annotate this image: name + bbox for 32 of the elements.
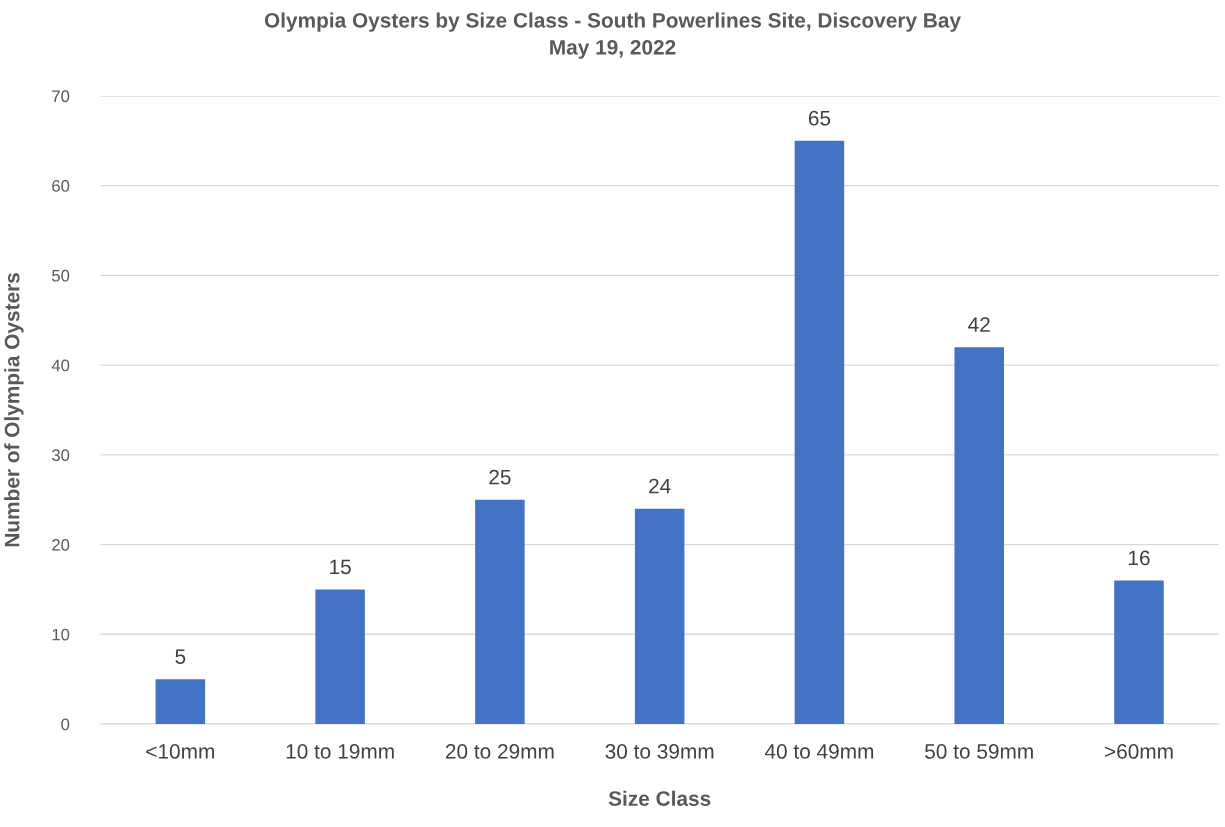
x-tick-label: 40 to 49mm (764, 744, 874, 759)
y-tick-label: 30 (51, 449, 70, 462)
data-label: 24 (649, 478, 671, 494)
x-tick-label: >60mm (1104, 744, 1173, 759)
bar (794, 140, 845, 725)
x-tick-label: 30 to 39mm (605, 744, 714, 759)
x-tick-label: 10 to 19mm (286, 744, 394, 759)
x-axis-title: Size Class (608, 790, 711, 806)
data-label: 25 (489, 469, 511, 485)
x-tick-label: 20 to 29mm (445, 744, 554, 759)
y-tick-label: 0 (61, 718, 70, 731)
bar (315, 589, 365, 725)
data-label: 42 (968, 317, 990, 332)
chart-title: Olympia Oysters by Size Class - South Powerlines Site, Discovery Bay May 19, 2022 (264, 12, 961, 59)
bar (475, 499, 525, 725)
y-tick-label: 70 (52, 90, 70, 103)
y-axis-title: Number of Olympia Oysters (4, 273, 24, 547)
bar (954, 347, 1004, 725)
y-tick-label: 20 (52, 538, 70, 551)
bar (155, 679, 206, 725)
y-tick-label: 60 (52, 180, 70, 192)
bar (1114, 580, 1164, 725)
data-label: 65 (808, 110, 831, 126)
bar (634, 508, 685, 725)
x-tick-label: 50 to 59mm (925, 744, 1033, 759)
data-label: 15 (330, 559, 351, 575)
data-label: 5 (175, 649, 186, 664)
y-tick-label: 10 (52, 628, 70, 641)
x-tick-label: <10mm (146, 744, 214, 759)
y-tick-label: 50 (52, 269, 70, 282)
y-tick-label: 40 (51, 359, 70, 372)
data-label: 16 (1128, 550, 1150, 566)
